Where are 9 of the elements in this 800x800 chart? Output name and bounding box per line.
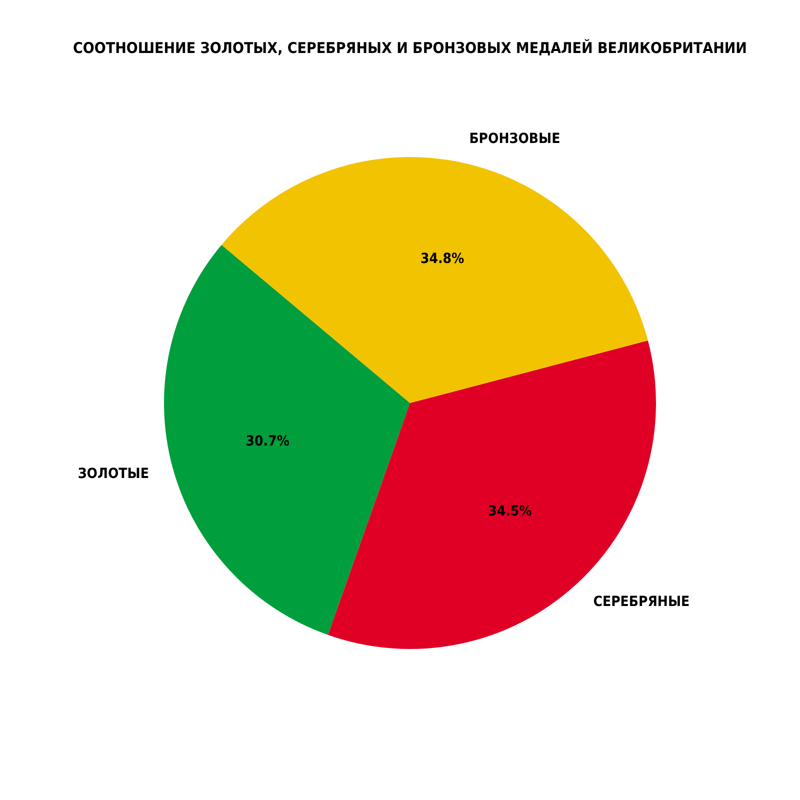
slice-label: ЗОЛОТЫЕ xyxy=(78,466,149,482)
pie-slice xyxy=(222,157,648,403)
slice-label: СЕРЕБРЯНЫЕ xyxy=(593,594,690,610)
chart-title: СООТНОШЕНИЕ ЗОЛОТЫХ, СЕРЕБРЯНЫХ И БРОНЗОВЫХ МЕДАЛЕЙ ВЕЛИКОБРИТАНИИ xyxy=(73,39,747,57)
data-label: 30.7% xyxy=(246,434,290,450)
slice-label: БРОНЗОВЫЕ xyxy=(469,130,560,147)
data-label: 34.5% xyxy=(488,503,532,520)
pie-slice xyxy=(164,244,410,635)
data-label: 34.8% xyxy=(420,250,465,267)
